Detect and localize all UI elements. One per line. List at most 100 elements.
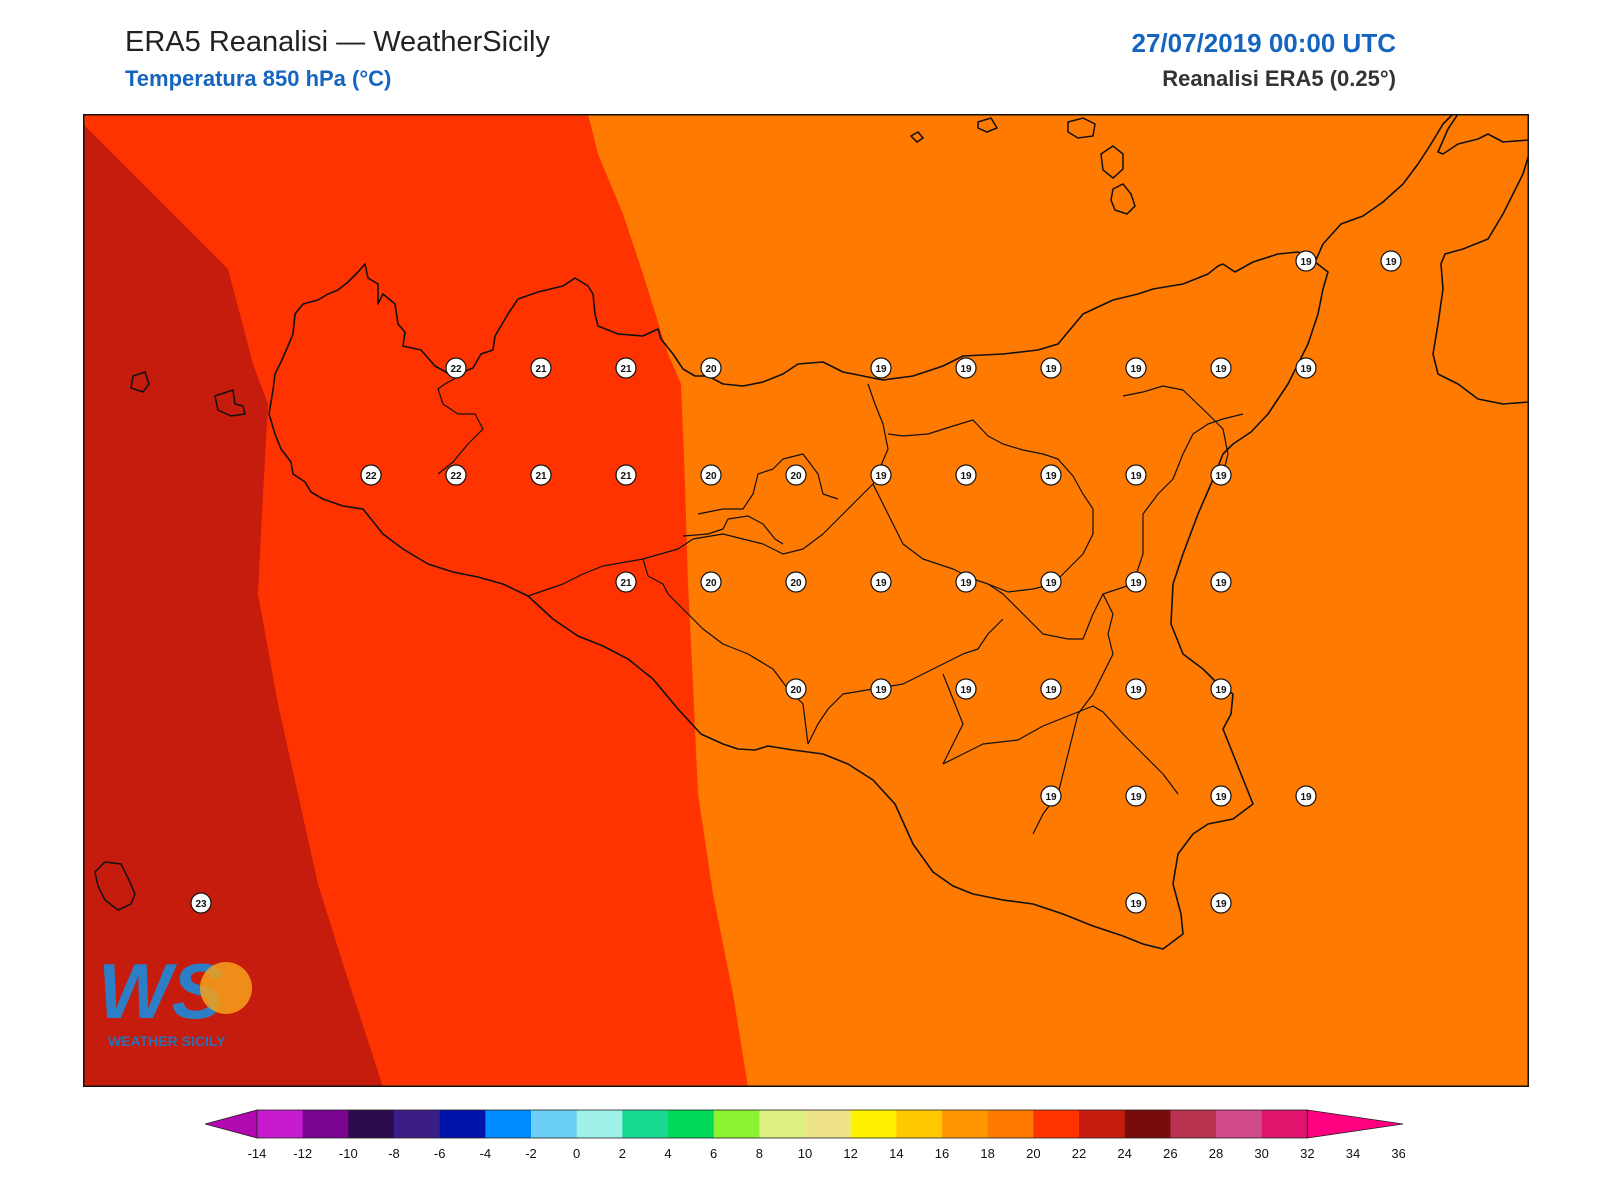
colorbar-tick-label: 6 <box>710 1146 717 1161</box>
marker-circle <box>1125 357 1147 379</box>
marker-value: 19 <box>1300 792 1312 803</box>
internal-boundary-1 <box>437 373 484 475</box>
island-pantelleria <box>94 861 136 911</box>
marker-circle <box>870 357 892 379</box>
temperature-marker: 20 <box>785 678 807 700</box>
temperature-marker: 19 <box>955 464 977 486</box>
marker-circle <box>530 357 552 379</box>
internal-boundary-7 <box>942 673 1179 795</box>
temperature-marker: 19 <box>1295 785 1317 807</box>
colorbar-swatch <box>1033 1110 1080 1138</box>
marker-value: 19 <box>1130 792 1142 803</box>
temperature-marker: 19 <box>1210 464 1232 486</box>
marker-value: 19 <box>1300 364 1312 375</box>
temperature-marker: 19 <box>1380 250 1402 272</box>
marker-circle <box>190 892 212 914</box>
calabria-north <box>1437 114 1529 155</box>
temperature-marker: 19 <box>1210 785 1232 807</box>
colorbar-tick-label: -6 <box>434 1146 446 1161</box>
colorbar-tick-label: 12 <box>843 1146 857 1161</box>
valid-datetime: 27/07/2019 00:00 UTC <box>1131 28 1396 58</box>
temperature-marker: 19 <box>1210 678 1232 700</box>
temperature-marker: 20 <box>700 357 722 379</box>
marker-value: 19 <box>1130 471 1142 482</box>
marker-circle <box>1125 571 1147 593</box>
marker-value: 19 <box>1045 685 1057 696</box>
calabria-south <box>1432 153 1529 405</box>
marker-circle <box>360 464 382 486</box>
colorbar-tick-label: -10 <box>339 1146 358 1161</box>
map-canvas: 22 21 21 20 19 19 19 19 19 19 19 19 22 22 21 21 20 20 19 19… <box>83 114 1529 1087</box>
marker-circle <box>1040 785 1062 807</box>
marker-circle <box>1295 357 1317 379</box>
colorbar-swatch <box>622 1110 669 1138</box>
marker-circle <box>870 571 892 593</box>
colorbar-tick-label: 28 <box>1209 1146 1223 1161</box>
marker-circle <box>1295 250 1317 272</box>
marker-circle <box>870 678 892 700</box>
temperature-marker: 19 <box>1040 464 1062 486</box>
temperature-marker: 21 <box>615 571 637 593</box>
marker-value: 20 <box>705 364 717 375</box>
marker-circle <box>530 464 552 486</box>
colorbar-swatch <box>759 1110 806 1138</box>
marker-value: 22 <box>450 471 462 482</box>
temperature-marker: 19 <box>1210 357 1232 379</box>
colorbar-swatch <box>850 1110 897 1138</box>
marker-value: 19 <box>1045 792 1057 803</box>
colorbar-swatch <box>896 1110 943 1138</box>
island-lipari <box>1100 145 1124 179</box>
sicily-coastline <box>268 251 1329 950</box>
islands <box>94 117 1136 911</box>
temperature-marker: 19 <box>1210 571 1232 593</box>
temperature-markers: 22 21 21 20 19 19 19 19 19 19 19 19 22 22 21 21 20 20 19 19… <box>190 250 1402 914</box>
marker-value: 19 <box>1215 364 1227 375</box>
colorbar-tick-label: 4 <box>664 1146 671 1161</box>
colorbar-tick-label: 16 <box>935 1146 949 1161</box>
marker-circle <box>1380 250 1402 272</box>
temperature-map: 22 21 21 20 19 19 19 19 19 19 19 19 22 22 21 21 20 20 19 19… <box>83 114 1529 1087</box>
colorbar-tick-label: -2 <box>525 1146 537 1161</box>
island-salina <box>1067 117 1096 139</box>
weather-sicily-logo: WS WEATHER SICILY <box>98 947 252 1049</box>
marker-value: 22 <box>450 364 462 375</box>
colorbar-tick-label: -14 <box>248 1146 267 1161</box>
marker-value: 19 <box>1045 471 1057 482</box>
marker-circle <box>955 678 977 700</box>
map-title: ERA5 Reanalisi — WeatherSicily <box>125 26 550 58</box>
marker-circle <box>1210 464 1232 486</box>
marker-value: 19 <box>1130 685 1142 696</box>
marker-value: 20 <box>705 471 717 482</box>
data-source: Reanalisi ERA5 (0.25°) <box>1162 66 1396 91</box>
temperature-marker: 19 <box>1040 571 1062 593</box>
marker-value: 19 <box>875 685 887 696</box>
temperature-marker: 19 <box>1125 464 1147 486</box>
marker-value: 19 <box>1045 364 1057 375</box>
marker-circle <box>700 357 722 379</box>
calabria-coastline <box>1314 114 1454 263</box>
temperature-marker: 21 <box>530 357 552 379</box>
marker-circle <box>955 464 977 486</box>
marker-circle <box>615 571 637 593</box>
colorbar-swatch <box>1124 1110 1171 1138</box>
marker-circle <box>1210 571 1232 593</box>
island-alicudi <box>909 131 925 143</box>
island-ustica <box>130 371 150 393</box>
colorbar-arrow-low <box>203 1109 258 1139</box>
temperature-marker: 19 <box>1040 785 1062 807</box>
logo-text: WEATHER SICILY <box>108 1033 226 1049</box>
island-egadi <box>214 389 246 417</box>
temperature-marker: 19 <box>1295 357 1317 379</box>
marker-circle <box>445 464 467 486</box>
marker-circle <box>1210 892 1232 914</box>
colorbar-swatch <box>439 1110 486 1138</box>
temperature-marker: 20 <box>785 571 807 593</box>
colorbar-tick-label: 22 <box>1072 1146 1086 1161</box>
marker-circle <box>785 678 807 700</box>
temperature-marker: 19 <box>1125 571 1147 593</box>
temperature-marker: 19 <box>1125 892 1147 914</box>
colorbar-tick-label: 24 <box>1117 1146 1131 1161</box>
colorbar-swatch <box>1216 1110 1263 1138</box>
internal-boundary-2 <box>527 383 889 597</box>
temperature-marker: 19 <box>955 571 977 593</box>
